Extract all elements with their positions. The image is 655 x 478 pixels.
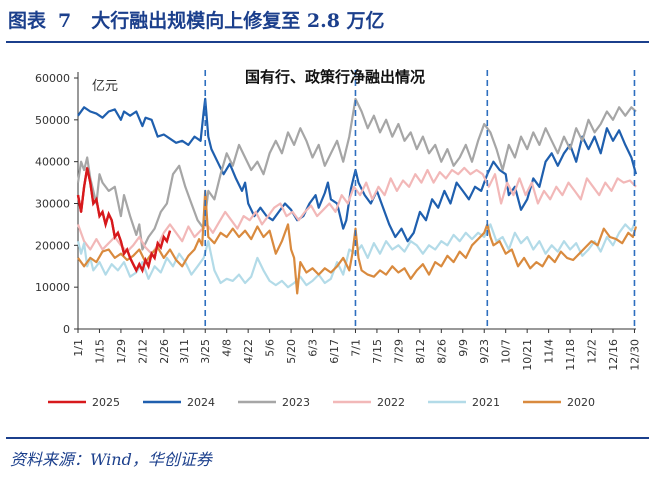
figure-number: 7: [58, 10, 72, 32]
series-line-2020: [77, 189, 638, 295]
legend-label-2021: 2021: [472, 396, 500, 409]
x-tick-label: 4/22: [242, 339, 255, 364]
y-unit-label: 亿元: [92, 79, 118, 94]
y-tick-label: 20000: [35, 239, 70, 252]
footer-rule: [6, 437, 649, 439]
x-tick-label: 2/12: [136, 339, 149, 364]
x-tick-label: 12/30: [628, 339, 641, 371]
y-tick-label: 0: [63, 323, 70, 336]
series-line-2021: [76, 219, 638, 289]
x-tick-label: 1/29: [115, 339, 128, 364]
x-tick-label: 1/1: [72, 339, 85, 357]
figure-title-text: 大行融出规模向上修复至 2.8 万亿: [91, 10, 385, 32]
y-tick-label: 50000: [35, 114, 70, 127]
y-tick-label: 30000: [35, 198, 70, 211]
x-tick-label: 5/20: [285, 339, 298, 364]
x-tick-label: 3/11: [178, 339, 191, 364]
y-tick-label: 40000: [35, 156, 70, 169]
x-tick-label: 5/6: [264, 339, 277, 357]
x-tick-label: 9/9: [457, 339, 470, 357]
x-tick-label: 2/26: [158, 339, 171, 364]
x-tick-label: 10/7: [500, 339, 513, 364]
title-rule: [6, 41, 649, 43]
y-tick-label: 10000: [35, 281, 70, 294]
x-tick-label: 7/15: [371, 339, 384, 364]
y-tick-label: 60000: [35, 72, 70, 85]
x-tick-label: 7/29: [392, 339, 405, 364]
source-note: 资料来源：Wind，华创证券: [10, 450, 212, 469]
legend-label-2022: 2022: [377, 396, 405, 409]
x-tick-label: 6/3: [307, 339, 320, 357]
figure-label: 图表: [8, 10, 47, 32]
x-tick-label: 10/21: [521, 339, 534, 371]
x-tick-label: 9/23: [478, 339, 491, 364]
chart-title: 国有行、政策行净融出情况: [245, 68, 425, 86]
x-tick-label: 4/8: [221, 339, 234, 357]
x-tick-label: 12/16: [607, 339, 620, 371]
x-tick-label: 12/2: [586, 339, 599, 364]
x-tick-label: 8/26: [435, 339, 448, 364]
series-line-2025-top: [76, 167, 172, 274]
legend-label-2025: 2025: [92, 396, 120, 409]
x-tick-label: 11/4: [543, 339, 556, 364]
figure-title: 图表 7 大行融出规模向上修复至 2.8 万亿: [8, 4, 648, 38]
x-tick-label: 1/15: [93, 339, 106, 364]
legend-label-2024: 2024: [187, 396, 215, 409]
legend-label-2020: 2020: [567, 396, 595, 409]
x-tick-label: 3/25: [199, 339, 212, 364]
legend-label-2023: 2023: [282, 396, 310, 409]
x-tick-label: 6/17: [328, 339, 341, 364]
x-tick-label: 11/18: [564, 339, 577, 371]
x-tick-label: 8/12: [414, 339, 427, 364]
x-tick-label: 7/1: [349, 339, 362, 357]
series-line-2023: [76, 97, 637, 251]
series-line-2022: [76, 166, 637, 255]
series-line-2024: [77, 97, 638, 243]
